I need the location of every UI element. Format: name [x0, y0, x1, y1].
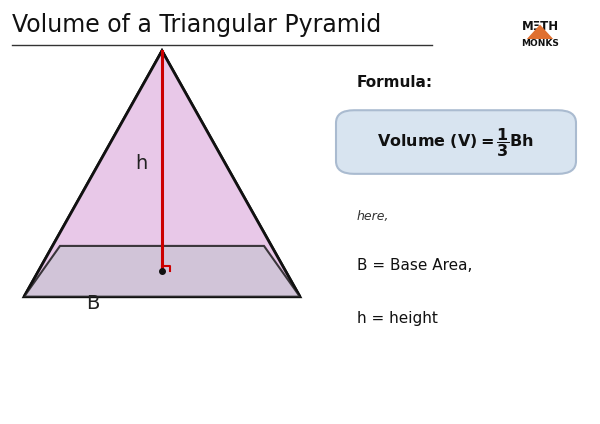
- Text: B: B: [86, 294, 100, 312]
- Text: h: h: [135, 154, 147, 173]
- Polygon shape: [162, 51, 300, 297]
- Polygon shape: [527, 25, 553, 39]
- Polygon shape: [24, 51, 300, 297]
- Text: h = height: h = height: [357, 310, 438, 326]
- Text: $\mathbf{Volume\ (V) = \dfrac{1}{3}Bh}$: $\mathbf{Volume\ (V) = \dfrac{1}{3}Bh}$: [377, 126, 535, 159]
- Text: MONKS: MONKS: [521, 39, 559, 48]
- Text: here,: here,: [357, 210, 389, 223]
- Polygon shape: [60, 51, 264, 246]
- FancyBboxPatch shape: [336, 110, 576, 174]
- Polygon shape: [24, 246, 300, 297]
- Text: B = Base Area,: B = Base Area,: [357, 257, 472, 273]
- Text: Volume of a Triangular Pyramid: Volume of a Triangular Pyramid: [12, 13, 381, 37]
- Text: MΞTH: MΞTH: [521, 20, 559, 33]
- Polygon shape: [24, 51, 162, 297]
- Text: Formula:: Formula:: [357, 75, 433, 90]
